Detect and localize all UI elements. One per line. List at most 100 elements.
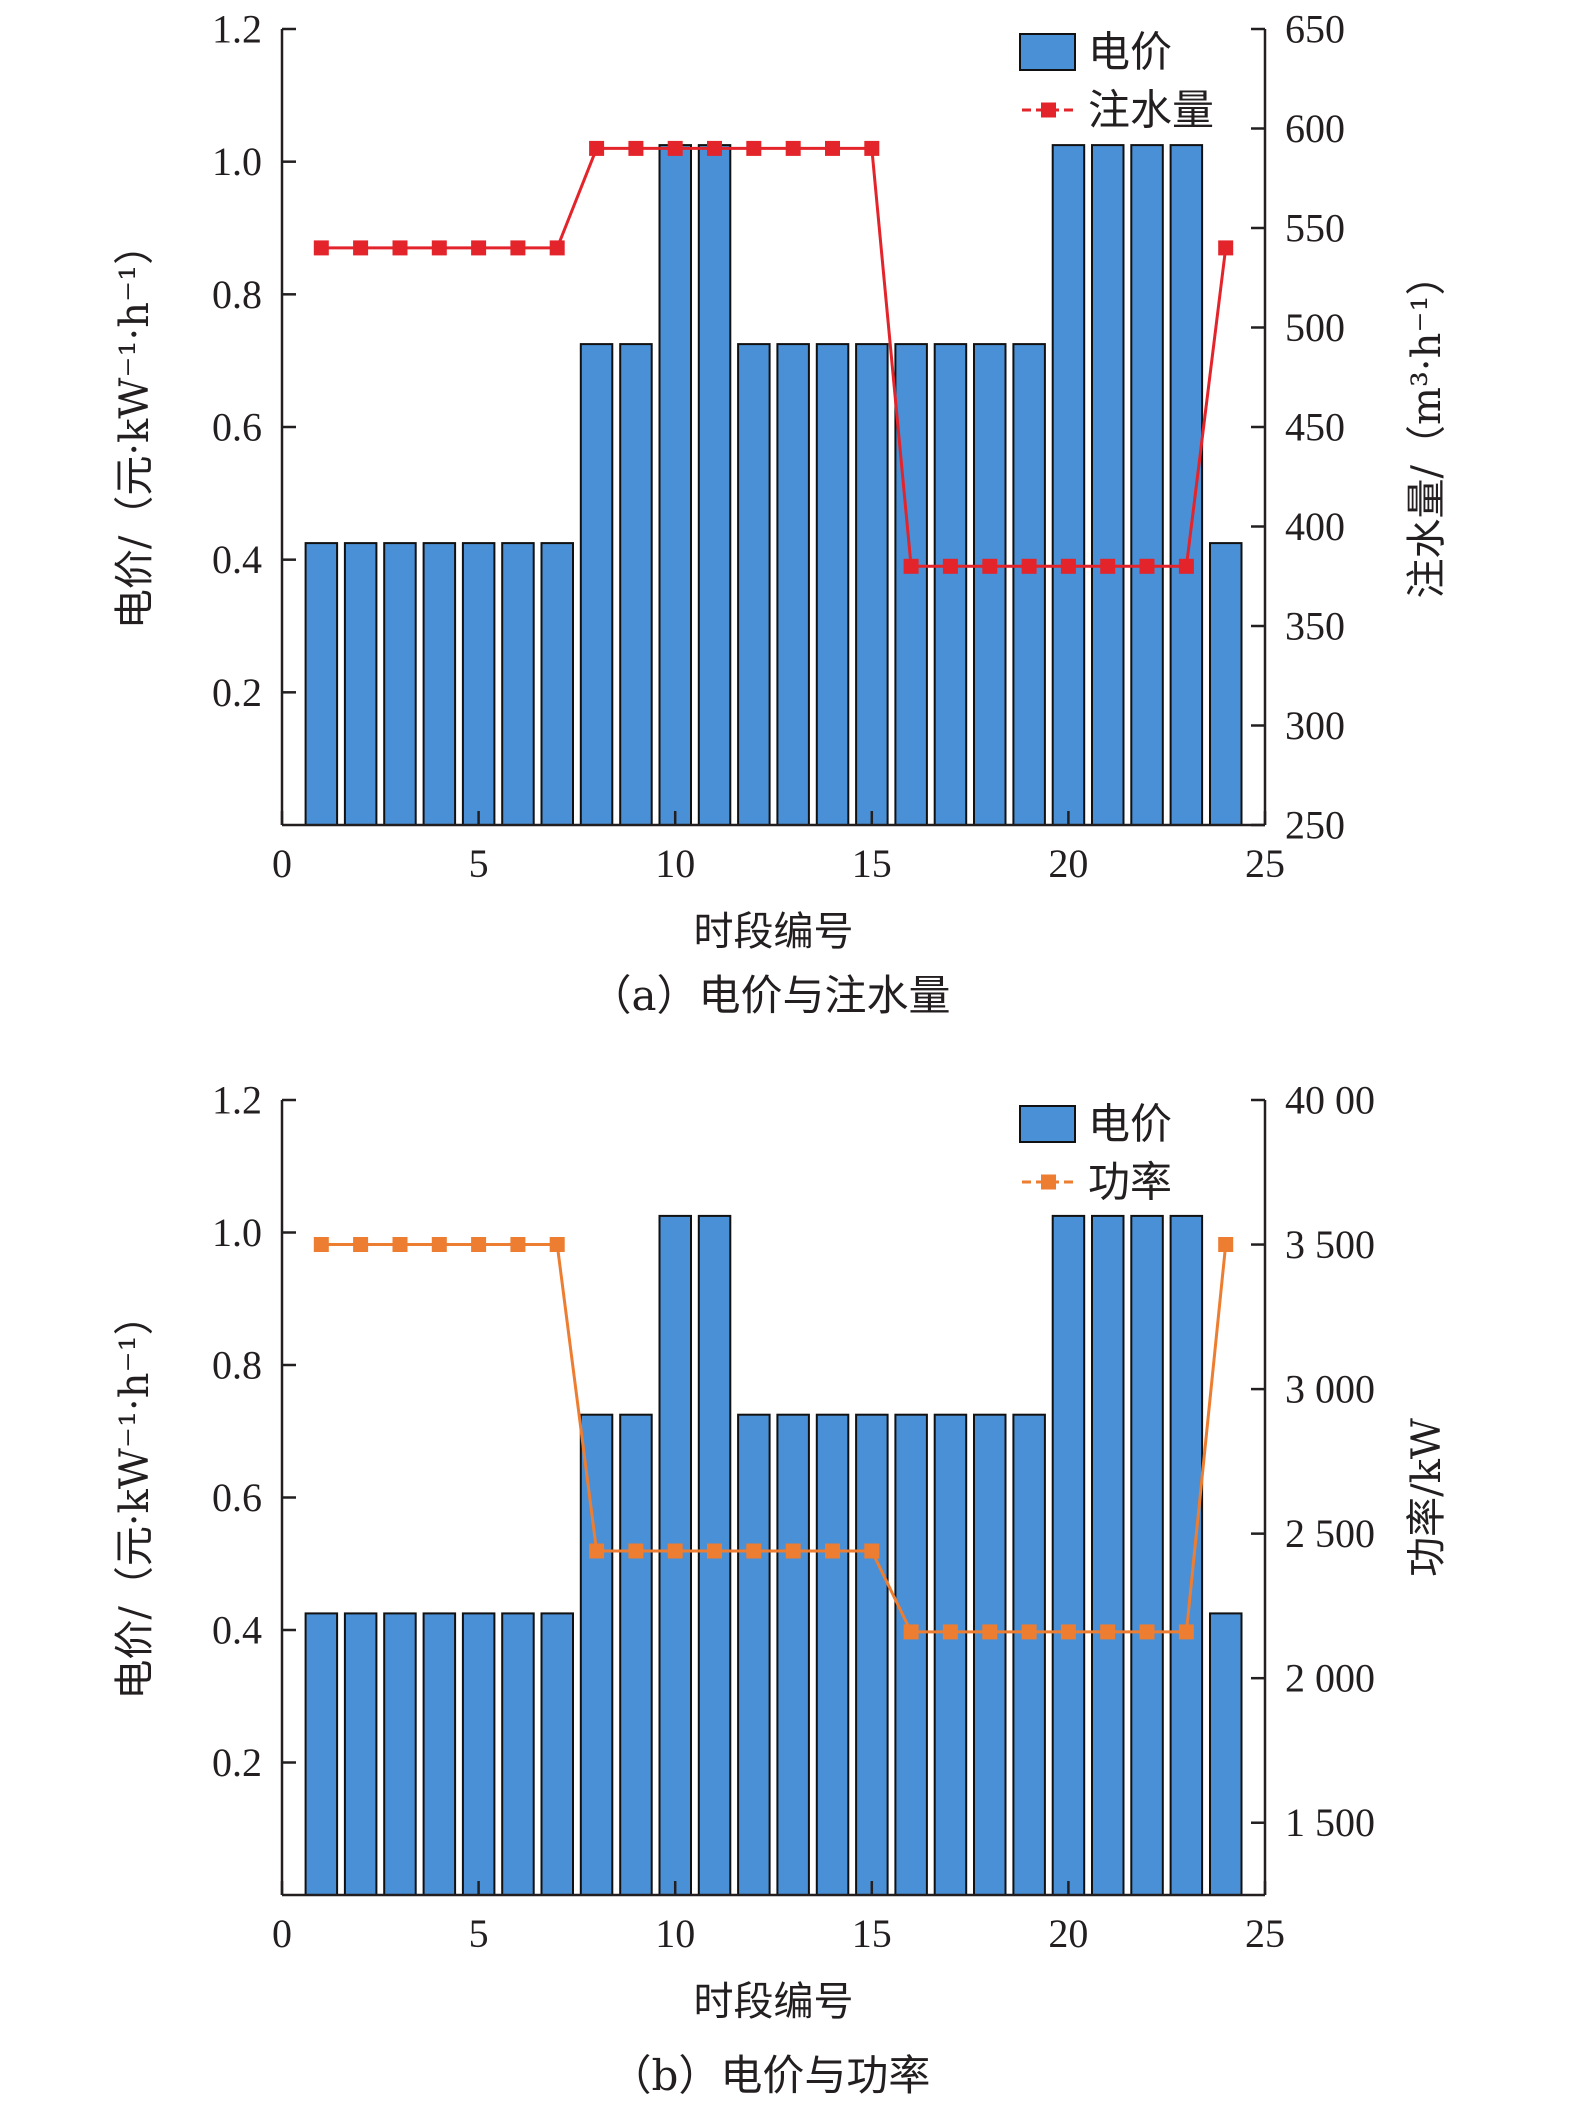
left-y-axis-title: 电价/（元·kW⁻¹·h⁻¹） [112,1295,158,1699]
left-tick-label: 0.2 [212,1740,262,1785]
legend-swatch-price [1019,33,1076,71]
price-bar [343,542,378,826]
price-bar [579,343,614,826]
series-marker [1218,1237,1234,1252]
price-bar [1051,1214,1086,1896]
right-tick-label: 40 00 [1285,1078,1375,1123]
left-tick-label: 1.0 [212,139,262,184]
legend-label-price: 电价 [1088,1100,1172,1149]
left-y-axis-title: 电价/（元·kW⁻¹·h⁻¹） [112,225,158,629]
series-marker [431,240,447,256]
series-marker [1100,1624,1116,1640]
left-tick-label: 0.6 [212,1475,262,1520]
right-y-axis-title: 注水量/（m³·h⁻¹） [1404,255,1450,598]
price-bar [1130,1214,1164,1896]
legend-marker-swatch [1041,102,1056,118]
series-marker [431,1237,447,1252]
price-bar [776,1413,810,1896]
series-marker [471,1237,487,1252]
x-tick-label: 5 [469,841,489,886]
series-marker [1218,240,1234,256]
price-bar [304,542,339,826]
x-tick-label: 20 [1048,841,1088,886]
series-marker [628,140,644,156]
x-axis-title: 时段编号 [694,1979,854,2025]
left-tick-label: 0.2 [212,670,262,715]
series-marker [1139,558,1155,574]
x-tick-label: 25 [1245,841,1285,886]
price-bar [304,1612,339,1897]
series-marker [1178,1624,1194,1640]
series-marker [746,140,762,156]
price-bar [933,343,968,826]
x-tick-label: 10 [655,841,695,886]
right-tick-label: 2 000 [1285,1656,1375,1701]
series-marker [982,1624,998,1640]
price-bar [501,1612,535,1897]
price-bar [383,542,417,826]
chart-panel-b: 0.2 0.4 0.6 0.8 1.0 1.2 1 500 2 000 2 500 3 000 3 … [112,1078,1450,2101]
price-bar [461,542,496,826]
price-bar [579,1413,614,1896]
x-tick-label: 25 [1245,1911,1285,1956]
series-marker [942,1624,958,1640]
series-marker [313,240,329,256]
price-bar [815,1413,850,1896]
series-marker [471,240,487,256]
series-marker [1139,1624,1155,1640]
right-tick-label: 500 [1285,305,1345,350]
series-marker [903,558,919,574]
right-tick-label: 3 500 [1285,1222,1375,1267]
left-tick-label: 1.0 [212,1210,262,1255]
left-tick-label: 0.4 [212,537,262,582]
price-bar [737,1413,771,1896]
series-marker [864,140,880,156]
series-marker [1060,1624,1076,1640]
series-marker [982,558,998,574]
series-marker [785,1543,801,1559]
price-bar [933,1413,968,1896]
right-tick-label: 450 [1285,405,1345,450]
left-tick-label: 0.4 [212,1608,262,1653]
series-marker [746,1543,762,1559]
figure-caption: （b）电价与功率 [610,2051,931,2100]
left-tick-label: 1.2 [212,1078,262,1123]
x-tick-label: 15 [852,841,892,886]
series-marker [510,240,526,256]
right-tick-label: 1 500 [1285,1800,1375,1845]
price-bar [1169,1214,1204,1896]
price-bar [737,343,771,826]
price-bar [973,343,1007,826]
series-marker [667,1543,683,1559]
price-bar [343,1612,378,1897]
price-bar [422,542,457,826]
price-bar [776,343,810,826]
series-marker [353,1237,369,1252]
series-marker [392,240,408,256]
price-bar [1012,1413,1046,1896]
right-tick-label: 600 [1285,106,1345,151]
series-marker [353,240,369,256]
x-tick-label: 10 [655,1911,695,1956]
price-bar [540,542,574,826]
right-tick-label: 400 [1285,504,1345,549]
price-bar [383,1612,417,1897]
price-bar [894,1413,928,1896]
left-tick-label: 0.8 [212,272,262,317]
right-tick-label: 650 [1285,7,1345,52]
right-tick-label: 350 [1285,604,1345,649]
series-marker [510,1237,526,1252]
x-tick-label: 15 [852,1911,892,1956]
series-line-power [321,1243,1228,1634]
right-tick-label: 3 000 [1285,1367,1375,1412]
x-tick-label: 20 [1048,1911,1088,1956]
price-bar [1130,144,1164,827]
series-marker [1100,558,1116,574]
left-tick-label: 0.6 [212,405,262,450]
price-bar [422,1612,457,1897]
series-marker [667,140,683,156]
right-y-axis-title: 功率/kW [1404,1418,1450,1577]
price-bar [855,1413,889,1896]
price-bar [658,144,692,827]
price-bar [619,1413,653,1896]
